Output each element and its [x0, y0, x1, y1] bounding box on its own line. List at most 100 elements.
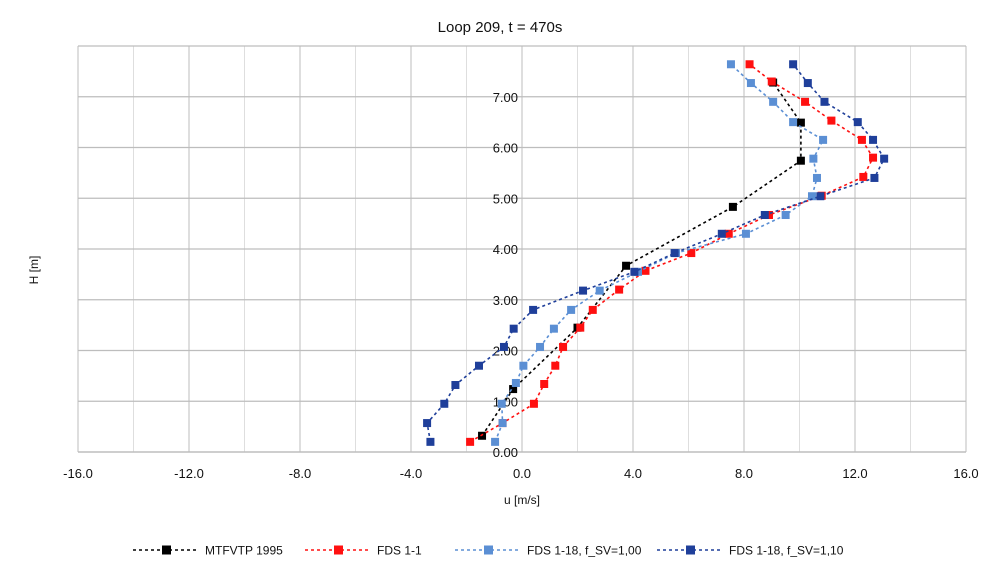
data-point-marker — [540, 379, 549, 388]
legend-marker — [686, 545, 695, 555]
data-point-marker — [519, 361, 528, 370]
data-point-marker — [726, 60, 735, 69]
data-point-marker — [529, 399, 538, 408]
data-point-marker — [859, 172, 868, 181]
data-point-marker — [764, 210, 773, 219]
data-point-marker — [724, 229, 733, 238]
legend-item: MTFVTP 1995 — [133, 544, 283, 558]
x-tick-label: 12.0 — [842, 466, 867, 481]
data-point-marker — [529, 305, 538, 314]
data-point-marker — [812, 173, 821, 182]
data-point-marker — [498, 419, 507, 428]
data-point-marker — [509, 385, 518, 394]
data-point-marker — [745, 60, 754, 69]
x-tick-label: 0.0 — [513, 466, 531, 481]
y-tick-label: 4.00 — [493, 242, 518, 257]
data-point-marker — [803, 79, 812, 88]
data-point-marker — [746, 79, 755, 88]
legend-label: FDS 1-18, f_SV=1,00 — [527, 544, 642, 558]
data-point-marker — [857, 135, 866, 144]
x-tick-label: 4.0 — [624, 466, 642, 481]
x-tick-label: -16.0 — [63, 466, 93, 481]
data-point-marker — [880, 154, 889, 163]
data-point-marker — [781, 210, 790, 219]
x-tick-label: 8.0 — [735, 466, 753, 481]
data-point-marker — [728, 202, 737, 211]
data-point-marker — [809, 154, 818, 163]
data-point-marker — [551, 361, 560, 370]
data-point-marker — [615, 285, 624, 294]
y-tick-label: 7.00 — [493, 90, 518, 105]
legend-item: FDS 1-1 — [305, 544, 422, 558]
data-point-marker — [801, 97, 810, 106]
data-point-marker — [630, 267, 639, 276]
y-axis-label: H [m] — [27, 256, 41, 285]
data-point-marker — [511, 378, 520, 387]
data-point-marker — [870, 173, 879, 182]
data-point-marker — [549, 324, 558, 333]
x-tick-label: -12.0 — [174, 466, 204, 481]
data-point-marker — [869, 135, 878, 144]
data-point-marker — [789, 118, 798, 127]
data-point-marker — [820, 97, 829, 106]
x-tick-label: -4.0 — [400, 466, 422, 481]
data-point-marker — [622, 261, 631, 270]
data-point-marker — [451, 381, 460, 390]
data-point-marker — [497, 399, 506, 408]
legend-marker — [334, 545, 343, 555]
data-point-marker — [559, 342, 568, 351]
series-0 — [478, 78, 805, 440]
data-point-marker — [796, 156, 805, 165]
legend-item: FDS 1-18, f_SV=1,00 — [455, 544, 642, 558]
x-tick-labels: -16.0 -12.0 -8.0 -4.0 0.0 4.0 8.0 12.0 16.0 — [63, 466, 978, 481]
data-point-marker — [466, 437, 475, 446]
data-point-marker — [853, 118, 862, 127]
legend-marker — [162, 545, 171, 555]
series-line — [426, 63, 886, 442]
y-tick-label: 6.00 — [493, 141, 518, 156]
data-point-marker — [579, 286, 588, 295]
series-group — [423, 60, 889, 446]
x-tick-label: -8.0 — [289, 466, 311, 481]
y-tick-label: 0.00 — [493, 445, 518, 460]
data-point-marker — [536, 342, 545, 351]
data-point-marker — [827, 116, 836, 125]
data-point-marker — [767, 77, 776, 86]
y-tick-label: 3.00 — [493, 293, 518, 308]
data-point-marker — [491, 437, 500, 446]
x-tick-label: 16.0 — [953, 466, 978, 481]
data-point-marker — [807, 192, 816, 201]
chart-title: Loop 209, t = 470s — [438, 19, 563, 36]
legend-label: MTFVTP 1995 — [205, 544, 283, 558]
y-tick-label: 2.00 — [493, 344, 518, 359]
data-point-marker — [741, 229, 750, 238]
data-point-marker — [576, 323, 585, 332]
data-point-marker — [474, 361, 483, 370]
data-point-marker — [499, 342, 508, 351]
legend-marker — [484, 545, 493, 555]
legend-label: FDS 1-1 — [377, 544, 422, 558]
data-point-marker — [760, 210, 769, 219]
data-point-marker — [717, 229, 726, 238]
data-point-marker — [595, 286, 604, 295]
data-point-marker — [869, 153, 878, 162]
x-axis-label: u [m/s] — [504, 493, 540, 507]
series-3 — [423, 60, 889, 446]
data-point-marker — [440, 399, 449, 408]
data-point-marker — [426, 437, 435, 446]
data-point-marker — [789, 60, 798, 69]
y-tick-label: 5.00 — [493, 191, 518, 206]
legend-label: FDS 1-18, f_SV=1,10 — [729, 544, 844, 558]
data-point-marker — [670, 249, 679, 258]
data-point-marker — [423, 419, 432, 428]
legend-item: FDS 1-18, f_SV=1,10 — [657, 544, 844, 558]
data-point-marker — [687, 249, 696, 258]
data-point-marker — [796, 118, 805, 127]
data-point-marker — [819, 135, 828, 144]
data-point-marker — [588, 305, 597, 314]
data-point-marker — [509, 324, 518, 333]
series-line — [481, 82, 802, 437]
data-point-marker — [816, 192, 825, 201]
data-point-marker — [769, 97, 778, 106]
